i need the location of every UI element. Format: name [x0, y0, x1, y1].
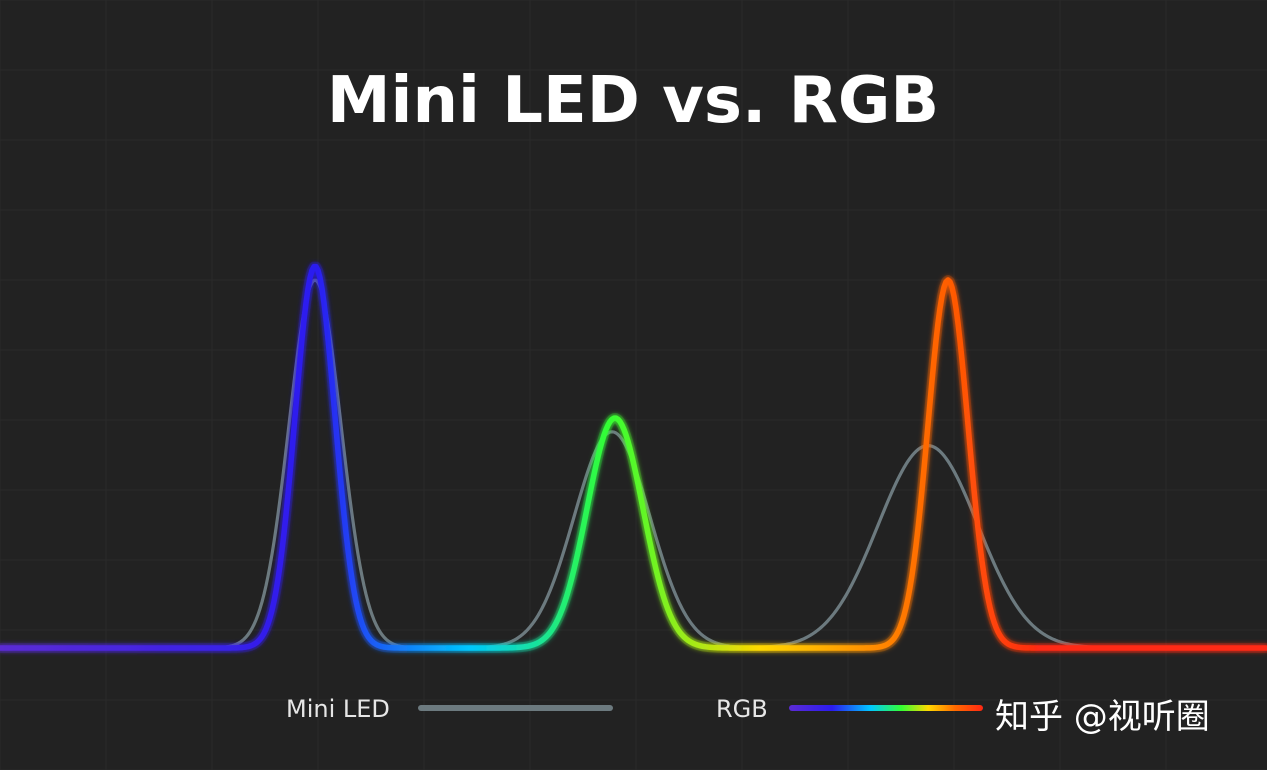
- watermark: 知乎 @视听圈: [995, 697, 1210, 737]
- series-rgb-line: [0, 263, 1267, 651]
- legend: Mini LED RGB: [286, 695, 983, 723]
- chart-title: Mini LED vs. RGB: [327, 64, 939, 138]
- legend-label-mini-led: Mini LED: [286, 695, 390, 723]
- legend-label-rgb: RGB: [716, 695, 768, 723]
